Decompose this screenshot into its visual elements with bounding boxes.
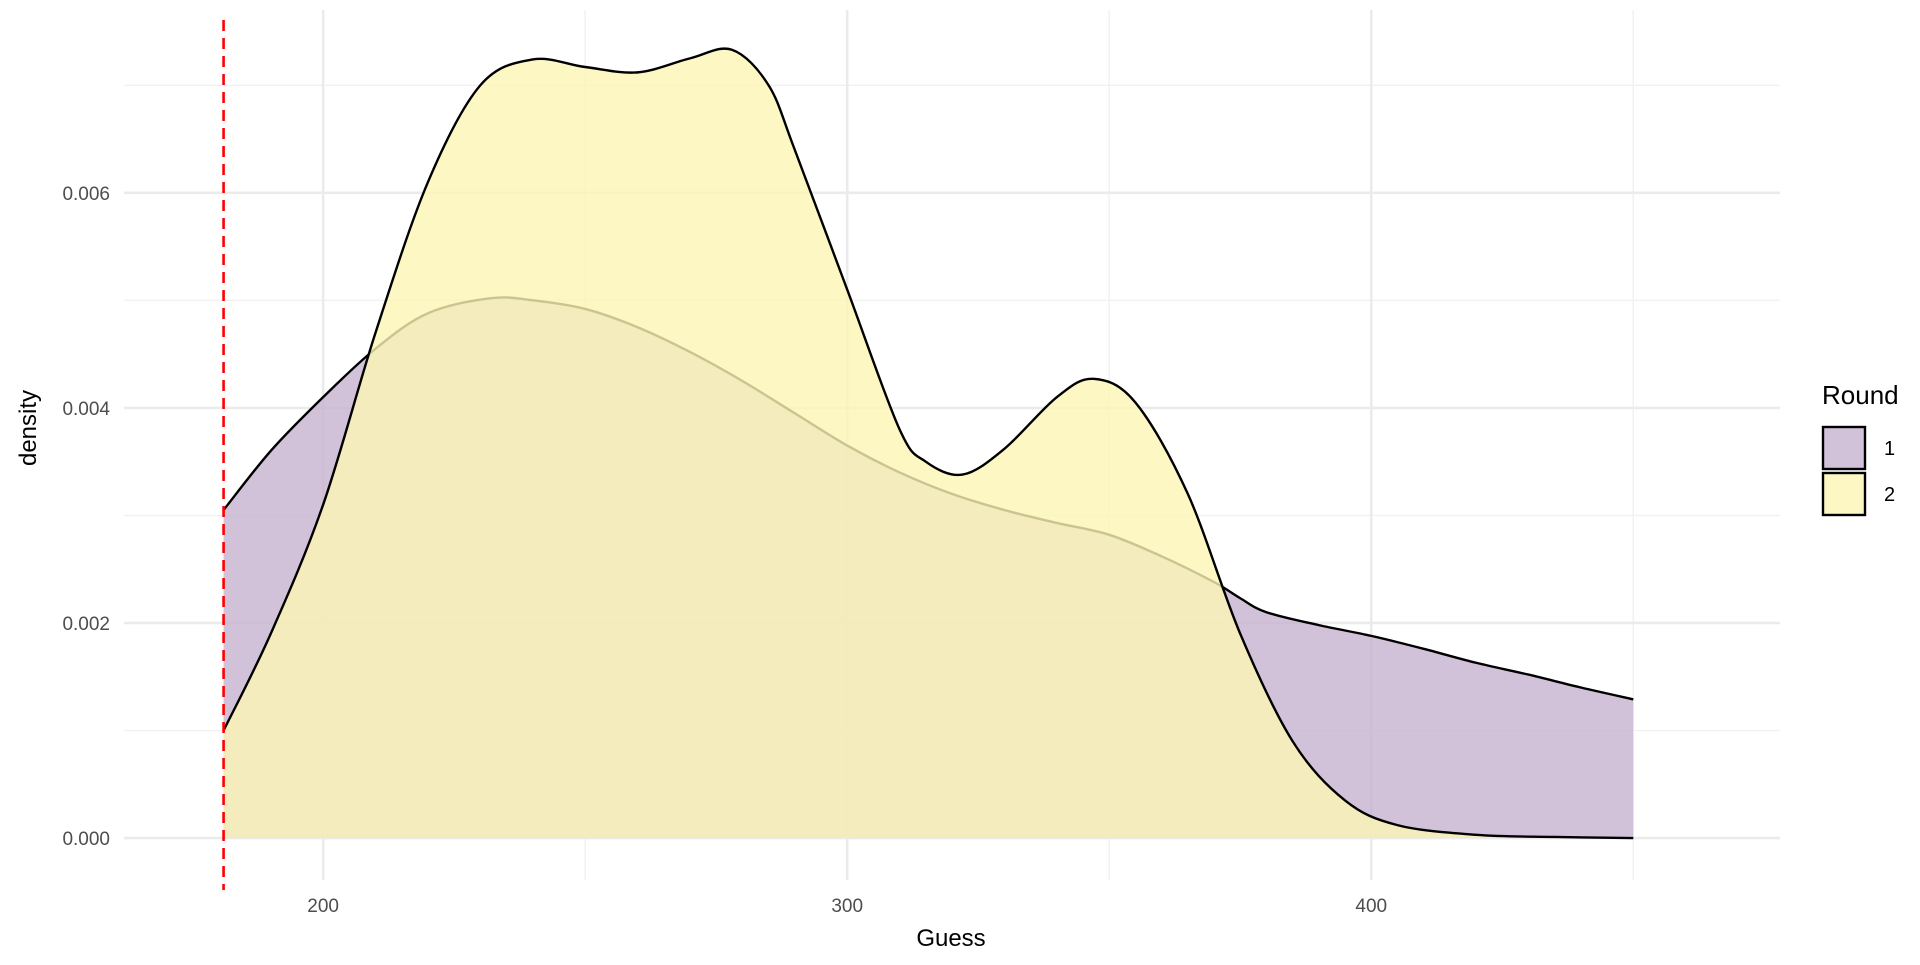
x-tick-label: 400 — [1355, 896, 1387, 917]
legend-label-1: 1 — [1884, 438, 1895, 460]
legend-key-2 — [1821, 471, 1867, 517]
density-areas — [222, 47, 1634, 840]
y-tick-label: 0.000 — [62, 829, 110, 850]
x-tick-label: 300 — [831, 896, 863, 917]
tick-labels: 200 300 400 0.000 0.002 0.004 0.006 — [62, 184, 1387, 917]
legend-key-1 — [1821, 425, 1867, 471]
x-axis-title: Guess — [916, 925, 985, 952]
density-area-2 — [223, 48, 1634, 839]
density-curve-2 — [222, 47, 1634, 840]
y-tick-label: 0.004 — [62, 399, 110, 420]
y-tick-label: 0.002 — [62, 614, 110, 635]
legend: Round 1 2 — [1821, 380, 1899, 517]
y-axis-title: density — [15, 390, 42, 466]
density-series-2 — [222, 47, 1634, 840]
x-tick-label: 200 — [307, 896, 339, 917]
legend-label-2: 2 — [1884, 484, 1895, 506]
legend-title: Round — [1822, 380, 1899, 410]
y-tick-label: 0.006 — [62, 184, 110, 205]
